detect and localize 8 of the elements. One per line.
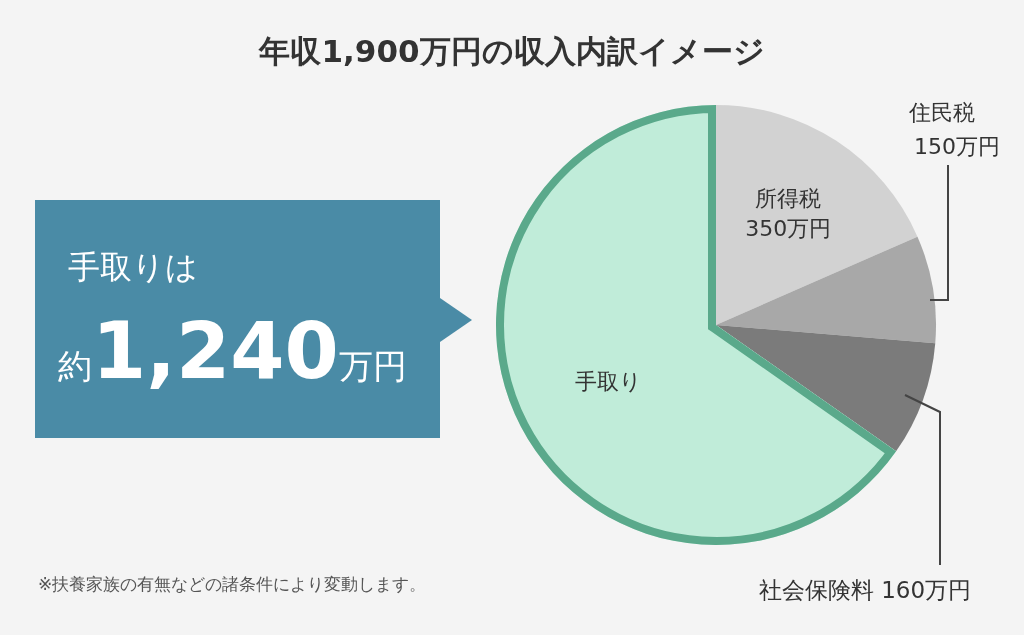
slice-label: 社会保険料 160万円 — [758, 577, 972, 603]
slice-label: 所得税 — [755, 186, 822, 212]
data-label: 350万円 — [745, 216, 832, 242]
text: ※扶養家族の有無などの諸条件により変動します。 — [38, 574, 427, 594]
slice-label: 手取り — [575, 368, 643, 394]
slice-label: 住民税 — [908, 100, 975, 125]
data-label: 150万円 — [914, 134, 1000, 159]
chart-title: 年収1,900万円の収入内訳イメージ — [258, 33, 765, 69]
